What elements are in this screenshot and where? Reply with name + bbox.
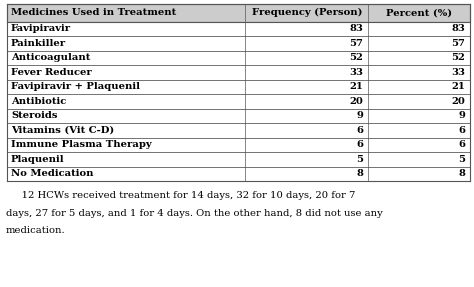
Text: 52: 52 — [451, 53, 465, 62]
Text: Favipiravir + Plaquenil: Favipiravir + Plaquenil — [11, 82, 140, 91]
Text: Painkiller: Painkiller — [11, 39, 66, 48]
Text: 5: 5 — [356, 155, 363, 164]
Text: Immune Plasma Therapy: Immune Plasma Therapy — [11, 140, 152, 149]
Text: 9: 9 — [458, 111, 465, 120]
Text: 83: 83 — [349, 24, 363, 33]
Text: Antibiotic: Antibiotic — [11, 97, 66, 106]
Bar — [7, 137, 470, 152]
Text: No Medication: No Medication — [11, 169, 93, 178]
Text: Vitamins (Vit C-D): Vitamins (Vit C-D) — [11, 126, 114, 135]
Text: Percent (%): Percent (%) — [386, 8, 452, 17]
Text: medication.: medication. — [6, 226, 65, 235]
Text: 57: 57 — [349, 39, 363, 48]
Text: 20: 20 — [451, 97, 465, 106]
Text: 12 HCWs received treatment for 14 days, 32 for 10 days, 20 for 7: 12 HCWs received treatment for 14 days, … — [9, 191, 356, 200]
Text: 6: 6 — [356, 126, 363, 135]
Text: 33: 33 — [349, 68, 363, 77]
Bar — [7, 79, 470, 94]
Text: Medicines Used in Treatment: Medicines Used in Treatment — [11, 8, 176, 17]
Bar — [7, 36, 470, 51]
Text: 6: 6 — [356, 140, 363, 149]
Bar — [7, 123, 470, 137]
Bar — [7, 152, 470, 166]
Bar — [7, 94, 470, 108]
Text: Steroids: Steroids — [11, 111, 57, 120]
Bar — [7, 108, 470, 123]
Text: 52: 52 — [349, 53, 363, 62]
Text: 83: 83 — [451, 24, 465, 33]
Text: 33: 33 — [451, 68, 465, 77]
Text: Anticoagulant: Anticoagulant — [11, 53, 91, 62]
Bar — [7, 51, 470, 65]
Text: days, 27 for 5 days, and 1 for 4 days. On the other hand, 8 did not use any: days, 27 for 5 days, and 1 for 4 days. O… — [6, 208, 383, 218]
Text: Favipiravir: Favipiravir — [11, 24, 71, 33]
Text: 9: 9 — [356, 111, 363, 120]
Text: 8: 8 — [458, 169, 465, 178]
Text: 21: 21 — [349, 82, 363, 91]
Text: 57: 57 — [451, 39, 465, 48]
Text: 6: 6 — [458, 126, 465, 135]
Bar — [7, 65, 470, 79]
Text: 8: 8 — [356, 169, 363, 178]
Bar — [7, 22, 470, 36]
Text: Plaquenil: Plaquenil — [11, 155, 64, 164]
Text: 21: 21 — [451, 82, 465, 91]
Bar — [7, 4, 470, 22]
Text: 5: 5 — [458, 155, 465, 164]
Text: 20: 20 — [349, 97, 363, 106]
Text: Frequency (Person): Frequency (Person) — [252, 8, 362, 17]
Text: Fever Reducer: Fever Reducer — [11, 68, 92, 77]
Bar — [7, 166, 470, 181]
Text: 6: 6 — [458, 140, 465, 149]
